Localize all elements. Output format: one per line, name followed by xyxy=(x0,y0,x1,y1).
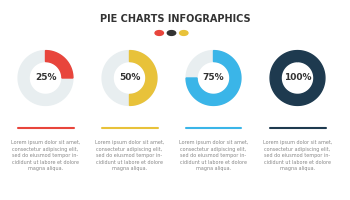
Text: 75%: 75% xyxy=(203,73,224,82)
Text: 100%: 100% xyxy=(284,73,311,82)
Polygon shape xyxy=(18,51,73,105)
Text: Lorem ipsum dolor sit amet,
consectetur adipiscing elit,
sed do eiusmod tempor i: Lorem ipsum dolor sit amet, consectetur … xyxy=(11,140,80,171)
Polygon shape xyxy=(270,51,325,105)
Polygon shape xyxy=(102,51,157,105)
Text: PIE CHARTS INFOGRAPHICS: PIE CHARTS INFOGRAPHICS xyxy=(100,14,250,24)
Text: 25%: 25% xyxy=(35,73,56,82)
Polygon shape xyxy=(186,51,241,105)
Polygon shape xyxy=(130,51,157,105)
Polygon shape xyxy=(186,51,241,105)
Text: Lorem ipsum dolor sit amet,
consectetur adipiscing elit,
sed do eiusmod tempor i: Lorem ipsum dolor sit amet, consectetur … xyxy=(179,140,248,171)
Text: Lorem ipsum dolor sit amet,
consectetur adipiscing elit,
sed do eiusmod tempor i: Lorem ipsum dolor sit amet, consectetur … xyxy=(95,140,164,171)
Text: Lorem ipsum dolor sit amet,
consectetur adipiscing elit,
sed do eiusmod tempor i: Lorem ipsum dolor sit amet, consectetur … xyxy=(263,140,332,171)
Polygon shape xyxy=(270,51,325,105)
Text: 50%: 50% xyxy=(119,73,140,82)
Polygon shape xyxy=(46,51,73,78)
